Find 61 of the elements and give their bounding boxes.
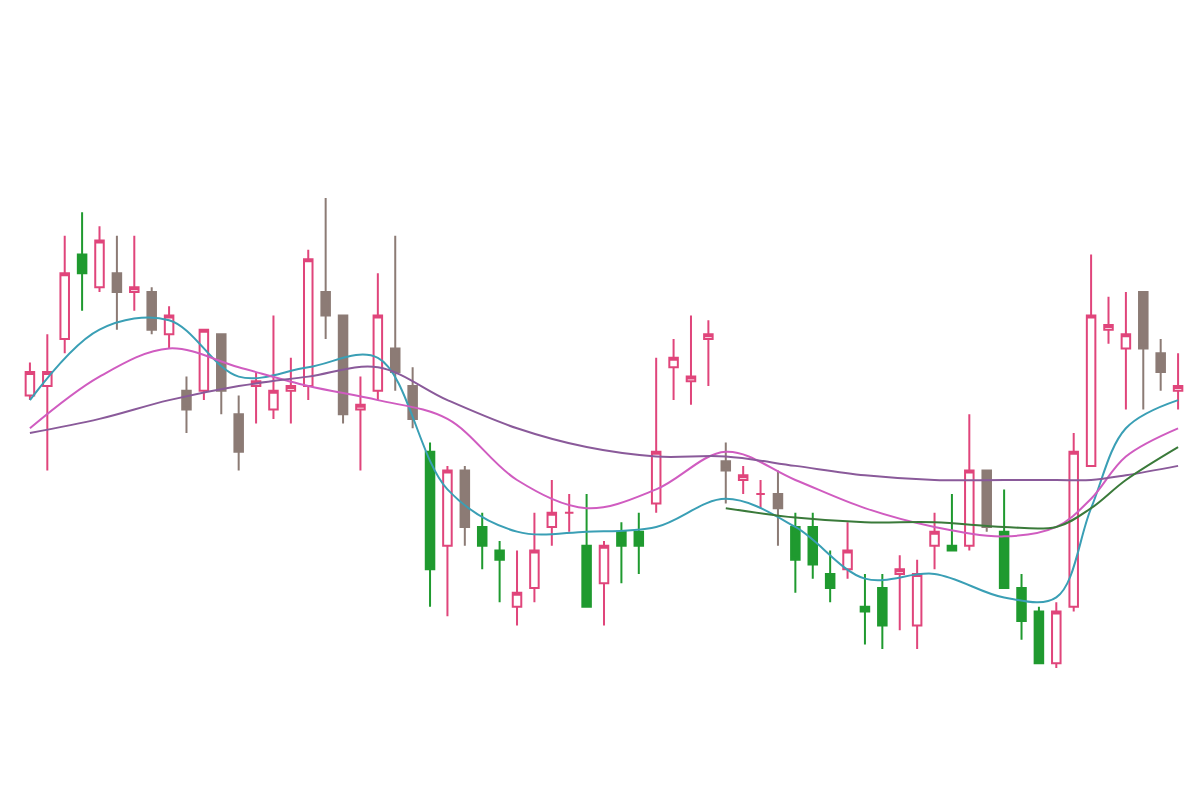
candlestick <box>633 511 645 575</box>
candlestick <box>1051 601 1062 669</box>
candlestick <box>1120 291 1132 411</box>
candlestick <box>737 464 749 496</box>
candlestick <box>998 488 1010 590</box>
candlestick <box>1033 605 1045 665</box>
candlestick <box>372 272 384 402</box>
candlestick <box>894 554 905 632</box>
candlestick <box>772 469 784 547</box>
candlestick <box>355 375 366 472</box>
candlestick <box>859 572 871 646</box>
candlestick <box>24 361 36 402</box>
candlestick <box>424 441 436 608</box>
candlestick <box>824 549 836 604</box>
candlestick <box>720 441 732 505</box>
candlestick <box>233 394 244 472</box>
candlestick <box>511 549 523 627</box>
candlestick <box>268 314 279 420</box>
candlestick <box>755 478 766 510</box>
candlestick <box>964 413 975 552</box>
candlestick <box>529 511 540 604</box>
candlestick <box>94 225 105 294</box>
candlestick <box>111 234 123 331</box>
candlestick <box>703 319 714 388</box>
candlestick <box>1016 572 1027 641</box>
candlestick <box>981 469 992 533</box>
candlestick <box>303 248 314 402</box>
candlestick <box>1068 432 1079 613</box>
candlestick <box>842 521 853 580</box>
candlestick <box>1138 291 1149 411</box>
candlestick <box>911 558 923 651</box>
candlestick <box>546 478 558 547</box>
candlestick <box>807 511 819 580</box>
candlestick <box>146 286 157 336</box>
candlestick <box>877 572 888 651</box>
candlestick <box>494 540 505 604</box>
candlestick <box>668 338 679 402</box>
candlestick <box>320 197 331 341</box>
candlestick <box>129 234 140 312</box>
candlestick <box>1172 352 1184 411</box>
candlestick <box>181 375 192 434</box>
candlestick <box>285 356 297 425</box>
candlestick <box>685 314 697 406</box>
candlestick <box>790 511 801 594</box>
candlestick <box>1155 338 1166 392</box>
candlestick <box>929 511 940 571</box>
candlestick <box>1103 295 1114 345</box>
candlestick <box>616 521 627 585</box>
candlestick <box>946 493 958 552</box>
candlestick <box>476 511 488 571</box>
candlestick <box>650 356 662 514</box>
candlestick <box>42 333 53 472</box>
candlestick <box>598 540 610 627</box>
candlestick <box>581 493 592 608</box>
candlestick <box>76 211 88 312</box>
candlestick <box>1085 253 1097 467</box>
candlestick <box>459 464 471 547</box>
candlestick <box>59 234 70 355</box>
candlestick <box>389 234 401 392</box>
candlestick <box>442 464 453 618</box>
candlestick <box>563 493 575 533</box>
